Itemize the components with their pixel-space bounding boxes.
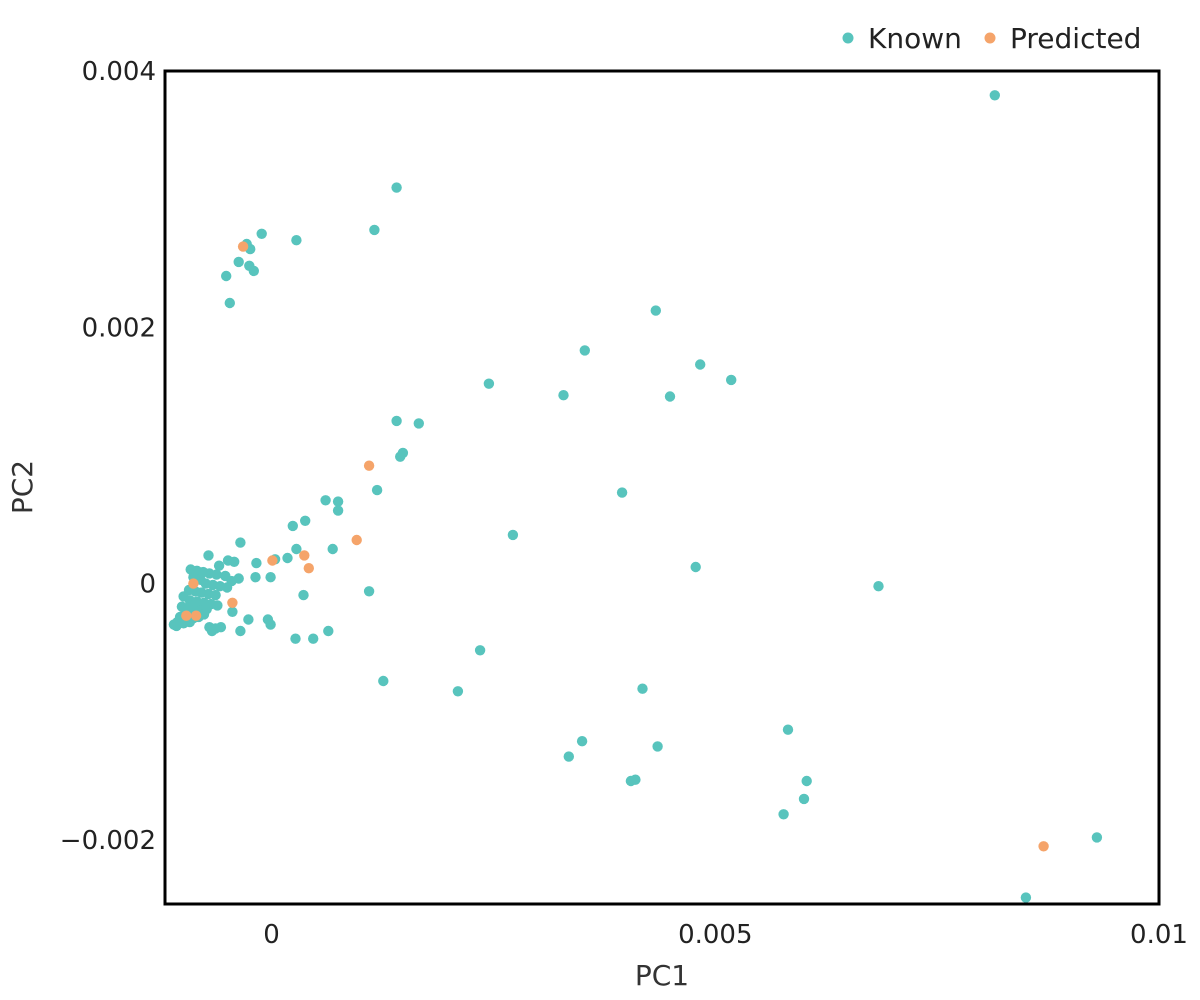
known-point [778, 809, 789, 820]
plot-frame [163, 69, 1161, 906]
predicted-point [188, 578, 199, 589]
known-point [332, 505, 344, 516]
known-point [243, 614, 254, 625]
known-point [483, 378, 495, 389]
known-point [290, 633, 301, 644]
known-point [391, 182, 402, 193]
predicted-point [299, 550, 310, 561]
known-point [206, 625, 218, 637]
predicted-point [237, 241, 249, 252]
known-point [474, 645, 486, 656]
x-tick-label: 0.01 [1130, 920, 1188, 950]
legend-label-known: Known [868, 22, 962, 55]
known-point [332, 496, 344, 507]
known-point [229, 556, 240, 567]
known-point [320, 495, 331, 506]
predicted-point [1038, 841, 1049, 852]
known-point [323, 625, 334, 637]
known-point [224, 297, 235, 309]
known-point [652, 741, 663, 752]
known-point [801, 775, 812, 787]
known-point [579, 345, 590, 356]
known-point [873, 581, 884, 592]
predicted-point [363, 460, 375, 471]
known-point [265, 619, 276, 630]
known-point [695, 359, 706, 370]
y-axis-title: PC2 [6, 460, 39, 514]
x-axis-title: PC1 [635, 959, 689, 992]
legend-label-predicted: Predicted [1010, 22, 1141, 55]
y-tick-label: 0 [139, 570, 156, 600]
points-layer [168, 90, 1103, 903]
predicted-point [181, 610, 192, 621]
x-tick-label: 0 [263, 920, 280, 950]
legend: Known Predicted [842, 22, 1141, 55]
known-point [327, 543, 338, 555]
y-tick-label: 0.004 [82, 57, 156, 87]
known-point [558, 390, 569, 401]
known-point [650, 305, 661, 316]
known-point [291, 543, 302, 555]
known-point [378, 675, 389, 687]
known-point [203, 550, 214, 561]
known-point [576, 736, 588, 747]
known-point [616, 487, 628, 498]
known-point [221, 270, 232, 282]
known-point [1091, 832, 1103, 843]
known-point [782, 724, 794, 735]
predicted-point [227, 597, 238, 608]
known-point [395, 451, 406, 462]
x-tick-label: 0.005 [678, 920, 752, 950]
known-point [211, 569, 222, 580]
legend-marker-known [842, 32, 854, 44]
known-point [690, 561, 701, 573]
known-point [989, 90, 1000, 101]
known-point [235, 537, 246, 548]
tick-labels: 0 0.005 0.01 −0.002 0 0.002 0.004 [60, 57, 1188, 950]
known-point [308, 633, 319, 644]
predicted-point [190, 610, 202, 621]
known-point [265, 572, 276, 583]
known-point [233, 256, 244, 268]
y-tick-label: −0.002 [60, 826, 156, 856]
known-point [287, 520, 298, 532]
known-point [210, 589, 221, 601]
known-point [235, 625, 246, 637]
predicted-point [351, 534, 362, 546]
legend-marker-predicted [984, 32, 996, 44]
known-point [215, 622, 227, 633]
known-point [452, 686, 464, 697]
known-point [300, 515, 311, 526]
known-point [251, 557, 262, 569]
known-point [413, 418, 424, 429]
predicted-point [267, 555, 278, 566]
known-point [233, 573, 244, 584]
known-point [563, 751, 574, 762]
known-point [212, 600, 223, 611]
predicted-point [303, 563, 314, 574]
known-point [248, 265, 259, 277]
known-point [1020, 892, 1032, 903]
known-point [371, 484, 383, 496]
known-point [798, 793, 810, 805]
known-point [664, 391, 676, 402]
known-point [391, 415, 402, 427]
known-point [221, 582, 233, 593]
known-point [227, 606, 238, 617]
known-point [256, 228, 267, 239]
known-point [171, 620, 182, 632]
known-point [726, 374, 737, 386]
known-point [507, 529, 519, 541]
known-point [291, 235, 302, 246]
known-point [363, 586, 375, 597]
known-point [282, 552, 293, 564]
known-point [630, 774, 641, 785]
known-point [637, 683, 648, 694]
known-point [250, 572, 261, 583]
y-tick-label: 0.002 [82, 313, 156, 343]
known-point [298, 589, 309, 601]
known-point [213, 560, 225, 571]
known-point [369, 224, 380, 236]
